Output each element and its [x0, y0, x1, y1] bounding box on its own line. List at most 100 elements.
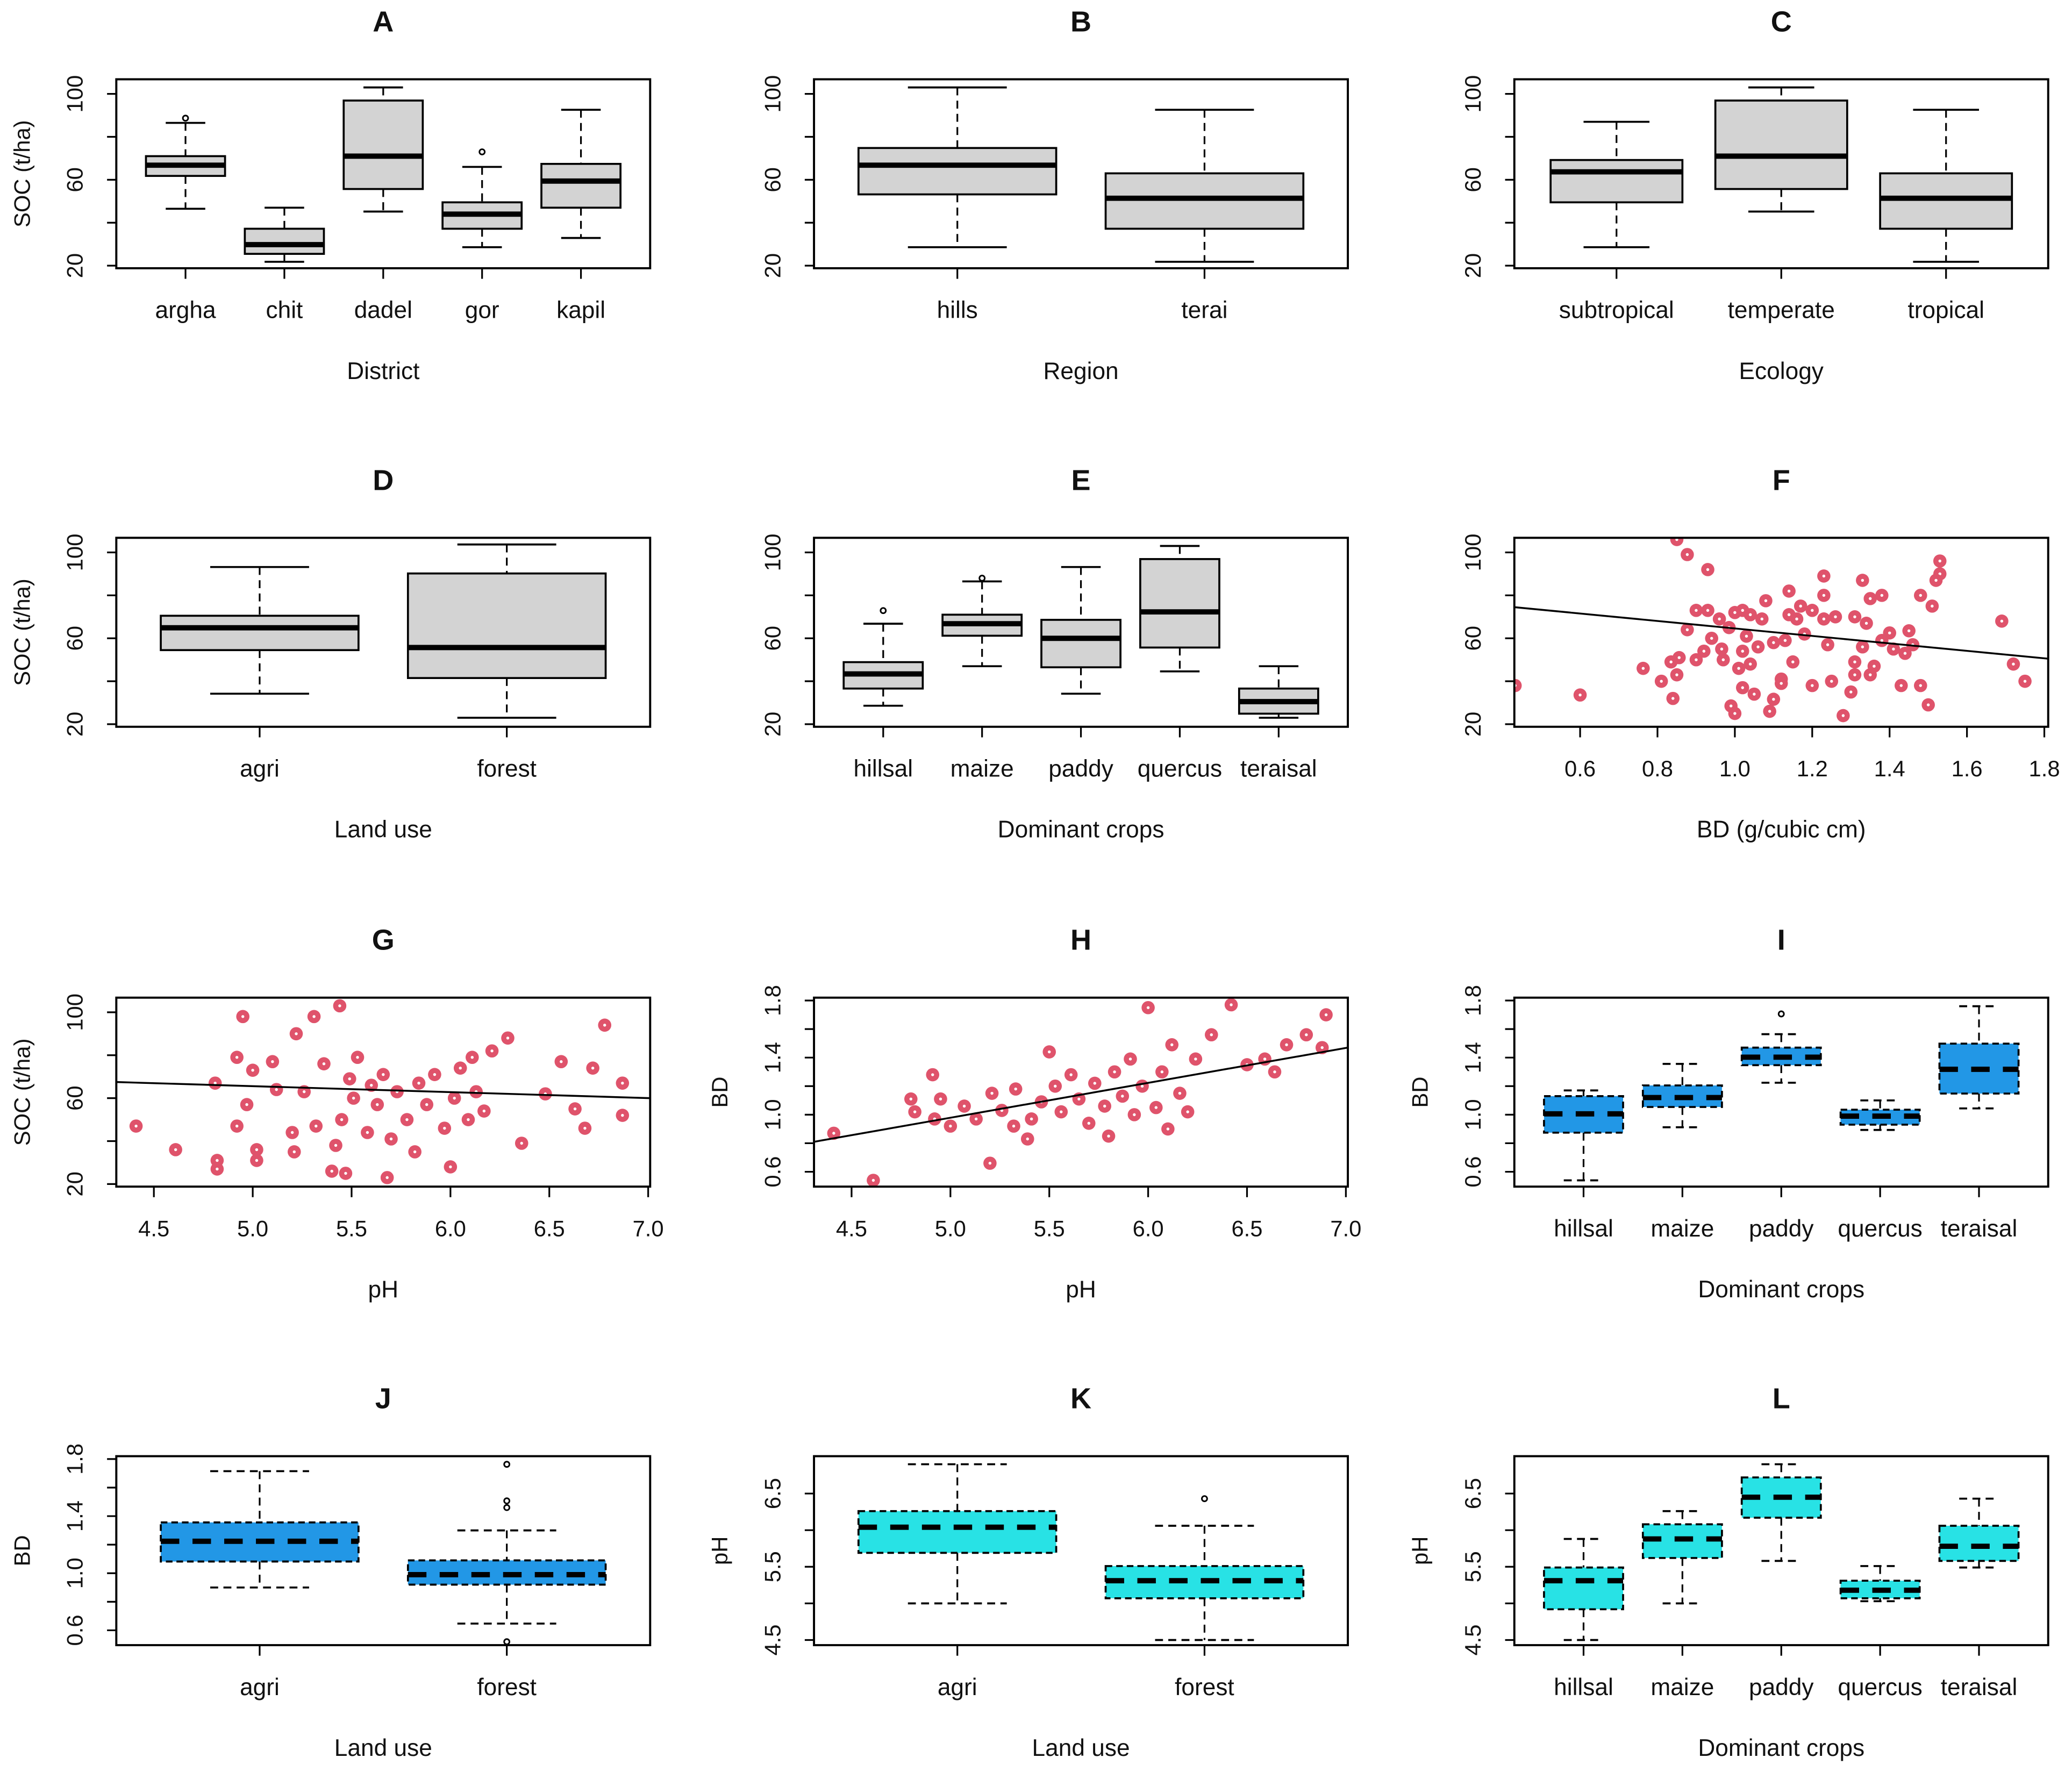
data-point-center: [235, 1124, 239, 1128]
x-tick-label: 6.5: [534, 1216, 565, 1241]
data-point-center: [1795, 617, 1798, 621]
box-argha: [145, 115, 226, 210]
panel-title: H: [1070, 924, 1091, 956]
data-point-center: [1685, 553, 1689, 556]
data-point-center: [1853, 660, 1856, 663]
x-axis-label: BD (g/cubic cm): [1697, 817, 1866, 843]
data-point-center: [1903, 652, 1907, 655]
box-tropical: [1879, 109, 2013, 263]
data-point-center: [338, 1004, 341, 1008]
x-tick-label: tropical: [1907, 297, 1984, 324]
x-tick-label: paddy: [1749, 1674, 1814, 1700]
x-tick-label: chit: [266, 297, 303, 324]
regression-line: [1514, 606, 2048, 660]
scatter-points: [116, 999, 651, 1184]
data-point-center: [1324, 1013, 1328, 1017]
box-hillsal: [842, 607, 924, 707]
data-point-center: [1741, 686, 1744, 689]
data-point-center: [449, 1165, 452, 1169]
plot-frame: [1513, 1455, 2049, 1647]
data-point-center: [490, 1049, 494, 1053]
data-point-center: [303, 1090, 306, 1094]
box-maize: [941, 575, 1023, 668]
data-point-center: [1873, 664, 1876, 668]
data-point-center: [1822, 594, 1826, 597]
y-tick-label: 100: [760, 75, 785, 113]
box-teraisal: [1938, 1497, 2020, 1569]
data-point-center: [1121, 1095, 1124, 1098]
data-point-center: [255, 1148, 259, 1152]
plot-frame: [813, 1455, 1349, 1647]
data-point-center: [1128, 1058, 1132, 1061]
box-dadel: [342, 86, 424, 213]
panel-title: E: [1071, 464, 1091, 496]
data-point-center: [1760, 617, 1763, 621]
data-point-center: [470, 1056, 474, 1059]
data-point-center: [1741, 609, 1744, 612]
iqr-box: [342, 99, 424, 190]
x-tick-label: subtropical: [1559, 297, 1674, 324]
x-tick-label: 1.8: [2028, 756, 2060, 781]
x-tick-label: 1.4: [1874, 756, 1905, 781]
panel-title: I: [1777, 924, 1785, 956]
panel-f: F 20 60 100 BD (g/cubic cm) 0.6 0.8 1.0 1.2 1.4 1.…: [1460, 464, 2060, 842]
data-point-center: [832, 1132, 835, 1135]
data-point-center: [352, 1096, 355, 1100]
data-point-center: [1861, 645, 1864, 648]
outlier-point: [880, 607, 887, 615]
data-point-center: [1263, 1058, 1267, 1061]
box-forest: [1104, 1495, 1305, 1641]
panel-i: I 0.6 1.0 1.4 1.8 BD Dominant crops hillsal maiz…: [1407, 924, 2049, 1303]
data-point-center: [315, 1124, 318, 1128]
data-point-center: [1741, 649, 1744, 653]
iqr-box: [406, 572, 607, 680]
iqr-box: [1040, 619, 1121, 669]
x-tick-label: quercus: [1838, 1674, 1922, 1700]
data-point-center: [1671, 697, 1675, 700]
data-point-center: [385, 1176, 389, 1180]
data-point-center: [1899, 684, 1903, 687]
plot-frame: [1513, 78, 2049, 269]
x-tick-label: 7.0: [1330, 1216, 1361, 1241]
data-point-center: [1853, 673, 1856, 676]
iqr-box: [857, 1510, 1058, 1554]
panel-k: K 4.5 5.5 6.5 pH Land use agri forest: [707, 1383, 1349, 1761]
iqr-box: [1543, 1566, 1624, 1611]
box-hills: [857, 86, 1058, 248]
data-point-center: [1841, 714, 1845, 717]
y-tick-label: 4.5: [1460, 1624, 1485, 1655]
y-tick-label: 60: [760, 626, 785, 651]
data-point-center: [251, 1068, 254, 1072]
data-point-center: [1721, 658, 1725, 661]
data-point-center: [340, 1118, 344, 1121]
y-tick-label: 100: [760, 534, 785, 571]
y-tick-label: 60: [62, 167, 88, 192]
panel-title: J: [375, 1383, 391, 1415]
x-tick-label: 4.5: [138, 1216, 169, 1241]
y-tick-label: 1.0: [1460, 1099, 1485, 1130]
plot-frame: [115, 78, 652, 269]
data-point-center: [1787, 613, 1791, 617]
data-point-center: [482, 1109, 486, 1113]
data-point-center: [275, 1088, 278, 1091]
panel-j: J 0.6 1.0 1.4 1.8 BD Land use agri forest: [9, 1383, 652, 1761]
iqr-box: [1714, 99, 1848, 190]
y-axis-label: BD: [707, 1076, 732, 1108]
data-point-center: [376, 1103, 379, 1106]
box-agri: [160, 1470, 360, 1589]
data-point-center: [1230, 1003, 1233, 1006]
y-tick-label: 20: [62, 1171, 88, 1196]
data-point-center: [1054, 1084, 1057, 1088]
x-tick-label: teraisal: [1240, 756, 1317, 782]
data-point-center: [295, 1032, 298, 1035]
y-tick-label: 20: [760, 253, 785, 278]
box-gor: [441, 148, 523, 248]
iqr-box: [1139, 558, 1220, 649]
outlier-point: [1201, 1495, 1208, 1502]
y-tick-label: 20: [62, 253, 88, 278]
data-point-center: [1186, 1110, 1189, 1113]
y-axis-label: pH: [1407, 1537, 1433, 1565]
data-point-center: [1864, 621, 1868, 625]
data-point-center: [520, 1141, 523, 1145]
data-point-center: [344, 1171, 347, 1175]
